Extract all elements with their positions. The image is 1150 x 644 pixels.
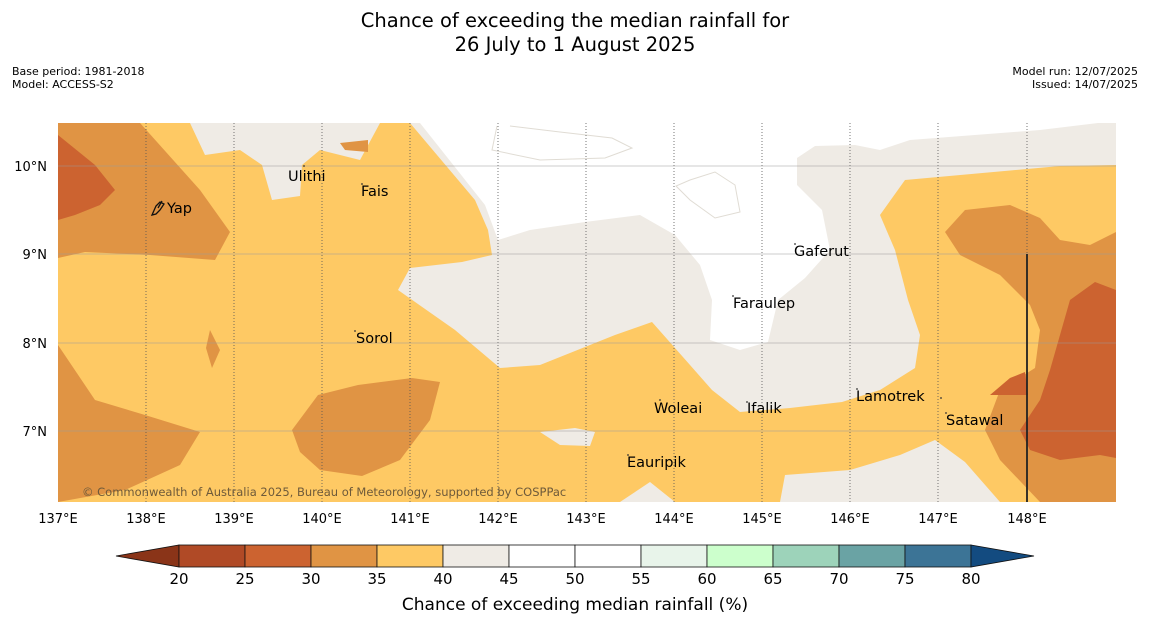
lon-tick: 148°E <box>1007 512 1047 527</box>
lat-tick: 7°N <box>23 425 48 440</box>
map-area <box>58 123 1116 502</box>
colorbar-tick: 45 <box>499 570 518 588</box>
colorbar-seg-60-65 <box>706 544 774 568</box>
colorbar-tick: 75 <box>895 570 914 588</box>
colorbar-tick: 60 <box>697 570 716 588</box>
colorbar-seg-20-25 <box>178 544 246 568</box>
colorbar-seg-50-55 <box>574 544 642 568</box>
region-25-30-west <box>58 135 115 220</box>
white-contour-mid <box>675 171 741 219</box>
colorbar-extend-low <box>115 544 180 568</box>
region-30-35-south <box>292 378 440 476</box>
map-title-line2: 26 July to 1 August 2025 <box>454 33 696 56</box>
place-yap: Yap <box>166 201 192 217</box>
lon-tick: 146°E <box>830 512 870 527</box>
region-45-50-core <box>420 123 1098 350</box>
region-40-45-center <box>190 123 380 200</box>
region-30-35-sw <box>58 345 200 502</box>
lat-tick: 10°N <box>14 160 47 175</box>
place-fais: Fais <box>361 184 388 200</box>
colorbar-tick: 20 <box>169 570 188 588</box>
lon-tick: 137°E <box>38 512 78 527</box>
place-woleai: Woleai <box>654 401 702 417</box>
lat-tick: 9°N <box>23 248 48 263</box>
lon-tick: 147°E <box>918 512 958 527</box>
colorbar-seg-55-60 <box>640 544 708 568</box>
colorbar-seg-40-45 <box>442 544 510 568</box>
colorbar-extend-high <box>970 544 1035 568</box>
lon-tick: 139°E <box>214 512 254 527</box>
lon-tick: 141°E <box>390 512 430 527</box>
model-run: Model run: 12/07/2025 <box>1012 65 1138 78</box>
lat-tick: 8°N <box>23 337 48 352</box>
region-25-30-east <box>1020 282 1116 460</box>
lon-tick: 145°E <box>742 512 782 527</box>
region-30-35-sliver <box>206 330 220 368</box>
colorbar-tick: 55 <box>631 570 650 588</box>
colorbar-seg-30-35 <box>310 544 378 568</box>
colorbar <box>115 544 1035 568</box>
lon-tick: 144°E <box>654 512 694 527</box>
region-30-35-west <box>58 123 230 260</box>
place-lamotrek: Lamotrek <box>856 389 925 405</box>
map-title-line1: Chance of exceeding the median rainfall … <box>360 9 790 32</box>
colorbar-tick: 35 <box>367 570 386 588</box>
region-40-45-bubble <box>540 428 595 446</box>
lon-tick: 142°E <box>478 512 518 527</box>
meta-left: Base period: 1981-2018 Model: ACCESS-S2 <box>12 65 144 91</box>
place-ulithi: Ulithi <box>288 169 326 185</box>
white-contour-top <box>491 125 634 161</box>
colorbar-tick: 80 <box>961 570 980 588</box>
colorbar-seg-75-80 <box>904 544 972 568</box>
island-markers <box>303 165 947 456</box>
colorbar-label: Chance of exceeding median rainfall (%) <box>402 595 748 615</box>
region-30-35-blob <box>340 140 368 152</box>
colorbar-tick: 70 <box>829 570 848 588</box>
colorbar-seg-45-50 <box>508 544 576 568</box>
colorbar-tick: 50 <box>565 570 584 588</box>
lon-axis: 137°E 138°E 139°E 140°E 141°E 142°E 143°… <box>38 512 1047 527</box>
lon-tick: 143°E <box>566 512 606 527</box>
lat-axis: 10°N 9°N 8°N 7°N <box>14 160 47 440</box>
copyright-notice: © Commonwealth of Australia 2025, Bureau… <box>82 485 566 499</box>
colorbar-tick: 25 <box>235 570 254 588</box>
region-40-45-bottom <box>620 482 675 502</box>
place-ifalik: Ifalik <box>747 401 782 417</box>
colorbar-seg-70-75 <box>838 544 906 568</box>
colorbar-seg-25-30 <box>244 544 312 568</box>
yap-island-icon <box>150 200 165 216</box>
colorbar-seg-35-40 <box>376 544 444 568</box>
graticule <box>58 123 1116 502</box>
base-period: Base period: 1981-2018 <box>12 65 145 78</box>
map-title: Chance of exceeding the median rainfall … <box>0 9 1150 57</box>
place-gaferut: Gaferut <box>794 244 849 260</box>
meta-right: Model run: 12/07/2025 Issued: 14/07/2025 <box>1012 65 1138 91</box>
place-faraulep: Faraulep <box>733 296 795 312</box>
lon-tick: 140°E <box>302 512 342 527</box>
colorbar-seg-65-70 <box>772 544 840 568</box>
place-satawal: Satawal <box>946 413 1003 429</box>
colorbar-tick: 30 <box>301 570 320 588</box>
region-25-30-east-wedge <box>990 372 1028 395</box>
region-40-45-bottom-east <box>780 440 1000 502</box>
lon-tick: 138°E <box>126 512 166 527</box>
colorbar-ticks: 20 25 30 35 40 45 50 55 60 65 70 75 80 <box>169 570 980 588</box>
issued-date: Issued: 14/07/2025 <box>1031 78 1138 91</box>
colorbar-tick: 40 <box>433 570 452 588</box>
model-name: Model: ACCESS-S2 <box>12 78 114 91</box>
colorbar-tick: 65 <box>763 570 782 588</box>
place-eauripik: Eauripik <box>627 455 686 471</box>
place-sorol: Sorol <box>356 331 393 347</box>
